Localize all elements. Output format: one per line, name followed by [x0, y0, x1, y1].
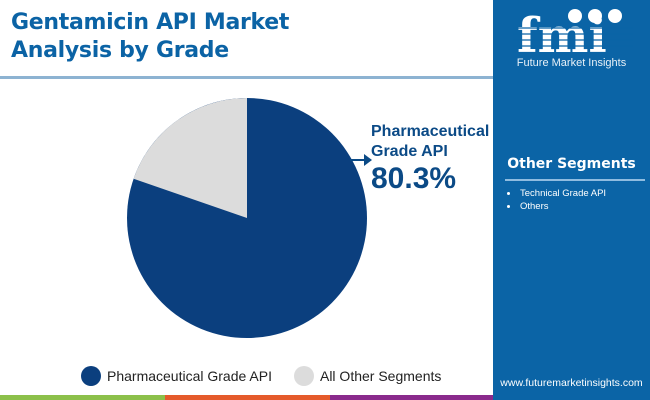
title-line-1: Gentamicin API Market	[11, 10, 290, 35]
callout-label-2: Grade API	[371, 143, 448, 160]
pie-slice-other	[133, 98, 247, 218]
callout-arrow-icon	[350, 154, 372, 166]
title-divider	[0, 76, 493, 79]
callout-label-1: Pharmaceutical	[371, 123, 490, 140]
legend-item-pharmaceutical: Pharmaceutical Grade API	[81, 366, 272, 386]
legend-swatch-other	[293, 366, 314, 386]
sidebar-divider	[505, 179, 645, 181]
bullet-icon	[507, 205, 510, 208]
stripe-orange	[165, 395, 330, 400]
chart-legend: Pharmaceutical Grade API All Other Segme…	[81, 365, 463, 387]
primary-callout: Pharmaceutical Grade API 80.3%	[371, 122, 489, 195]
logo-text: Future Market Insights	[516, 57, 627, 69]
other-segments-list: Technical Grade API Others	[507, 187, 606, 213]
pie-chart	[127, 98, 367, 338]
website-link[interactable]: www.futuremarketinsights.com	[500, 377, 643, 389]
bullet-icon	[507, 192, 510, 195]
callout-value: 80.3%	[371, 162, 457, 195]
sidebar-panel: fmi Future Market Insights Other Segment…	[493, 0, 650, 400]
list-item: Technical Grade API	[507, 187, 606, 200]
legend-swatch-pharmaceutical	[81, 366, 101, 386]
stripe-green	[0, 395, 165, 400]
page-title: Gentamicin API Market Analysis by Grade	[11, 9, 341, 65]
fmi-logo-icon: fmi	[513, 8, 633, 56]
list-item: Others	[507, 200, 606, 213]
list-item-label: Technical Grade API	[520, 188, 607, 199]
legend-label: All Other Segments	[319, 368, 442, 384]
legend-item-other: All Other Segments	[293, 366, 442, 386]
other-segments-heading: Other Segments	[507, 156, 636, 172]
legend-label: Pharmaceutical Grade API	[107, 368, 272, 384]
list-item-label: Others	[520, 201, 549, 212]
title-line-2: Analysis by Grade	[11, 38, 229, 63]
stripe-purple	[330, 395, 493, 400]
